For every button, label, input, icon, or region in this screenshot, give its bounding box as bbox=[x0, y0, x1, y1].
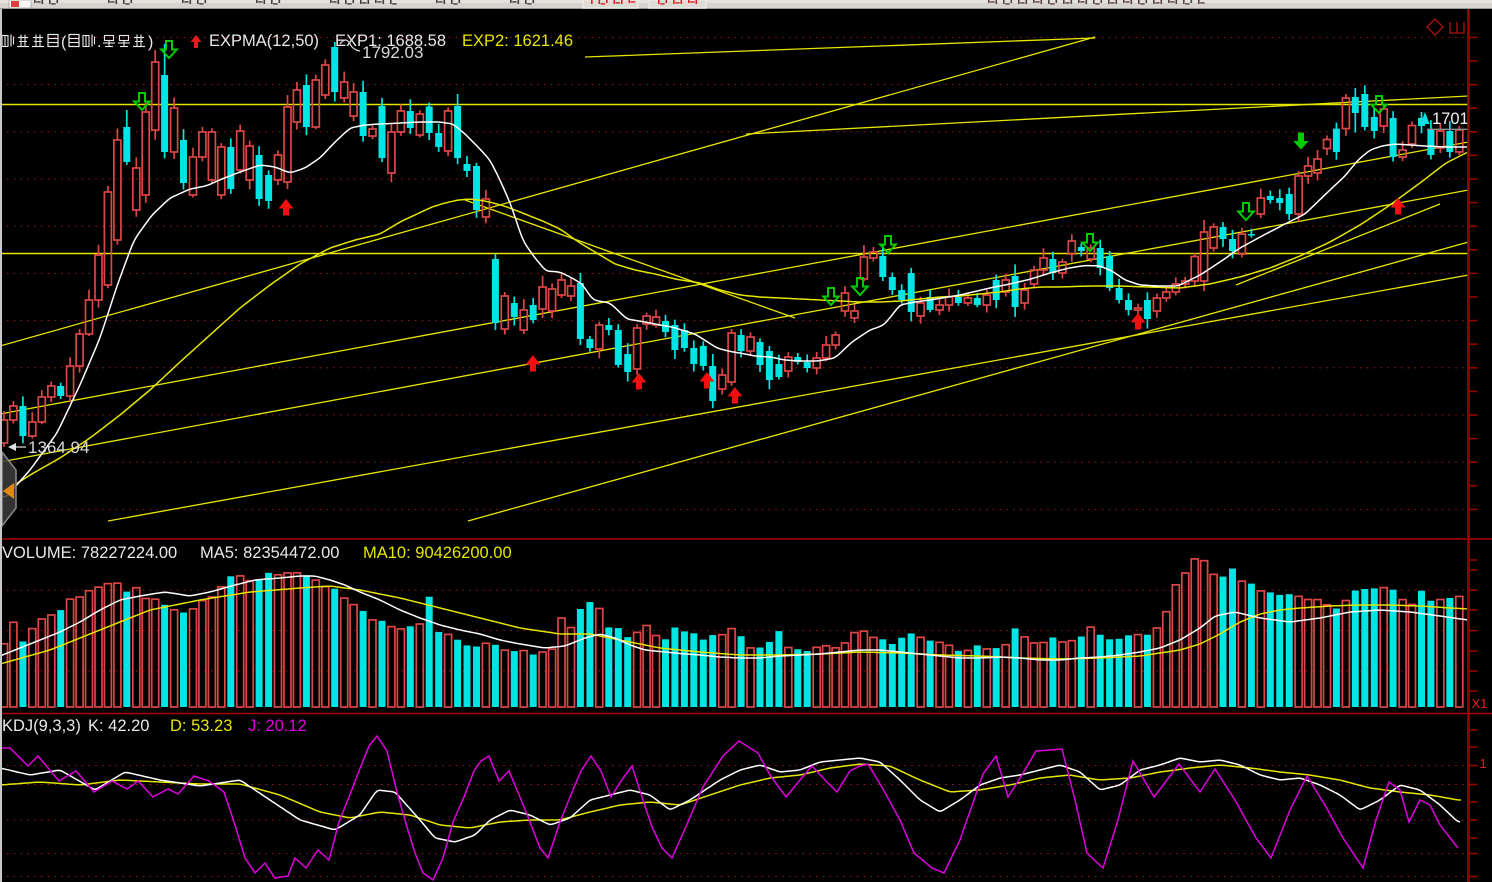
svg-text:EXP2: 1621.46: EXP2: 1621.46 bbox=[462, 32, 573, 50]
svg-text:J: 20.12: J: 20.12 bbox=[248, 717, 307, 735]
svg-text:MA10: 90426200.00: MA10: 90426200.00 bbox=[363, 544, 512, 562]
svg-text:1701: 1701 bbox=[1432, 110, 1469, 128]
svg-text:1: 1 bbox=[1480, 756, 1487, 771]
svg-text:VOLUME: 78227224.00: VOLUME: 78227224.00 bbox=[2, 544, 177, 562]
svg-text:MA5: 82354472.00: MA5: 82354472.00 bbox=[200, 544, 339, 562]
svg-text:X1: X1 bbox=[1472, 696, 1488, 711]
svg-text:K: 42.20: K: 42.20 bbox=[88, 717, 149, 735]
svg-text:D: 53.23: D: 53.23 bbox=[170, 717, 232, 735]
svg-text:KDJ(9,3,3): KDJ(9,3,3) bbox=[2, 717, 81, 735]
svg-text:): ) bbox=[148, 34, 153, 51]
svg-text:1364.94: 1364.94 bbox=[28, 438, 89, 457]
svg-text:(: ( bbox=[61, 34, 67, 51]
svg-text:EXPMA(12,50): EXPMA(12,50) bbox=[209, 32, 319, 50]
svg-text:1792.03: 1792.03 bbox=[362, 43, 423, 62]
svg-text:.: . bbox=[97, 34, 101, 51]
svg-text:EXP1: 1688.58: EXP1: 1688.58 bbox=[335, 32, 446, 50]
